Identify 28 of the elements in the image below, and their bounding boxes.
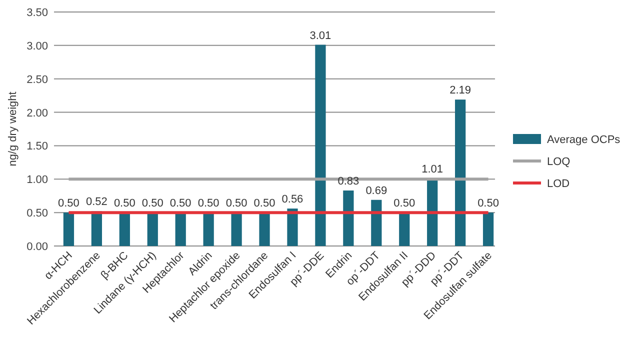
legend-label: Average OCPs bbox=[547, 134, 621, 146]
data-label: 0.50 bbox=[114, 198, 136, 210]
data-label: 3.01 bbox=[310, 30, 332, 42]
data-label: 2.19 bbox=[450, 84, 472, 97]
y-axis-title: ng/g dry weight bbox=[7, 92, 19, 166]
data-label: 0.50 bbox=[226, 198, 248, 210]
legend-label: LOD bbox=[547, 178, 570, 190]
data-label: 0.52 bbox=[86, 196, 108, 208]
y-tick-label: 3.50 bbox=[26, 7, 48, 19]
data-label: 0.50 bbox=[478, 198, 499, 210]
data-label: 0.56 bbox=[282, 194, 304, 206]
data-label: 0.69 bbox=[366, 184, 388, 197]
y-tick-label: 1.50 bbox=[26, 140, 48, 153]
data-label: 0.50 bbox=[170, 198, 192, 210]
data-label: 0.50 bbox=[142, 198, 164, 210]
data-label: 0.83 bbox=[338, 176, 360, 188]
data-label: 0.50 bbox=[198, 198, 220, 210]
y-tick-label: 0.00 bbox=[26, 241, 48, 253]
data-label: 0.50 bbox=[394, 198, 416, 210]
y-tick-label: 3.00 bbox=[26, 40, 48, 52]
data-label: 1.01 bbox=[422, 163, 444, 176]
data-label: 0.50 bbox=[58, 198, 80, 210]
data-label: 0.50 bbox=[254, 198, 276, 210]
legend-label: LOQ bbox=[547, 156, 571, 168]
y-tick-label: 2.50 bbox=[26, 74, 48, 86]
y-tick-label: 1.00 bbox=[26, 174, 48, 186]
y-tick-label: 2.00 bbox=[26, 107, 48, 120]
y-tick-label: 0.50 bbox=[26, 208, 48, 220]
